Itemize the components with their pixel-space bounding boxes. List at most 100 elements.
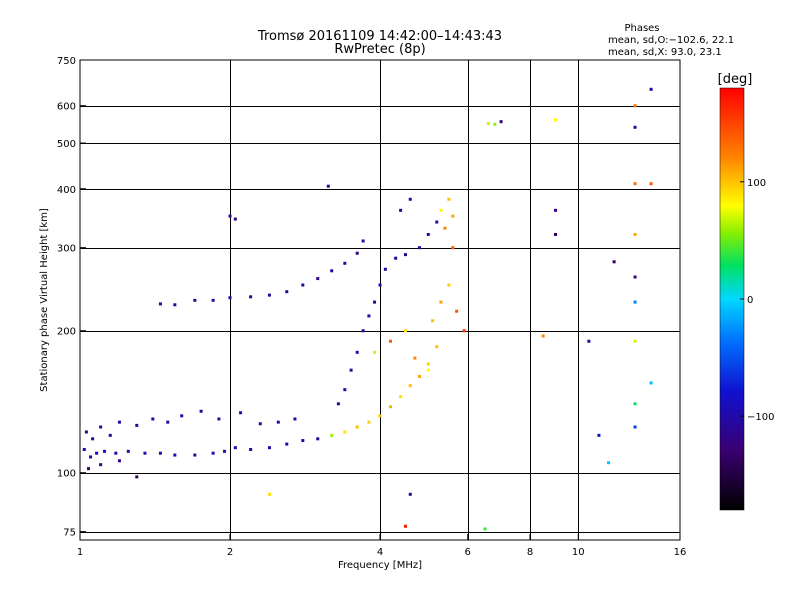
data-point [408,197,412,201]
x-tick-label: 6 [465,547,471,558]
data-points [82,87,653,531]
data-point [91,437,95,441]
data-point [587,339,591,343]
data-point [316,277,320,281]
data-point [180,414,184,418]
data-point [403,253,407,257]
grid-lines [80,60,680,540]
y-tick-label: 300 [57,244,76,255]
data-point [211,298,215,302]
data-point [403,524,407,528]
data-point [649,87,653,91]
data-point [135,423,139,427]
data-point [417,374,421,378]
data-point [447,197,451,201]
data-point [431,319,435,323]
data-point [367,314,371,318]
y-axis-label: Stationary phase Virtual Height [km] [39,208,50,392]
data-point [239,411,243,415]
data-point [343,430,347,434]
data-point [486,122,490,126]
data-point [285,442,289,446]
data-point [553,118,557,122]
data-point [151,417,155,421]
data-point [361,239,365,243]
data-point [633,339,637,343]
x-tick-label: 10 [572,547,585,558]
data-point [117,420,121,424]
data-point [553,232,557,236]
x-axis-label: Frequency [MHz] [338,560,422,571]
data-point [267,492,271,496]
data-point [633,104,637,108]
data-point [394,256,398,260]
data-point [330,269,334,273]
data-point [86,467,90,471]
data-point [135,475,139,479]
x-tick-label: 2 [227,547,233,558]
data-point [633,275,637,279]
data-point [193,453,197,457]
x-tick-label: 1 [77,547,83,558]
data-point [82,447,86,451]
y-tick-label: 750 [57,56,76,67]
data-point [89,455,93,459]
data-point [217,417,221,421]
data-point [378,283,382,287]
phases-label: Phases [624,23,659,34]
data-point [426,362,430,366]
data-point [103,449,107,453]
data-point [249,295,253,299]
data-point [435,220,439,224]
data-point [117,459,121,463]
data-point [455,309,459,313]
data-point [541,334,545,338]
data-point [355,251,359,255]
colorbar-tick-label: 100 [747,178,766,189]
y-tick-label: 100 [57,469,76,480]
data-point [389,339,393,343]
data-point [367,420,371,424]
x-axis-ticks: 1 2 4 6 8 10 16 [77,534,687,558]
data-point [451,214,455,218]
data-point [443,226,447,230]
data-point [173,453,177,457]
data-point [285,290,289,294]
x-tick-label: 16 [674,547,687,558]
data-point [403,329,407,333]
data-point [126,449,130,453]
data-point [233,446,237,450]
x-tick-label: 4 [377,547,383,558]
y-axis-ticks: 750 600 500 400 300 200 100 75 [57,56,86,539]
data-point [633,402,637,406]
data-point [408,384,412,388]
data-point [373,350,377,354]
data-point [95,451,99,455]
data-point [389,405,393,409]
data-point [114,451,118,455]
data-point [343,388,347,392]
data-point [211,451,215,455]
data-point [267,446,271,450]
y-tick-label: 75 [63,528,76,539]
x-tick-label: 8 [527,547,533,558]
data-point [447,283,451,287]
data-point [158,451,162,455]
data-point [439,208,443,212]
data-point [316,437,320,441]
data-point [413,356,417,360]
data-point [408,492,412,496]
data-point [301,283,305,287]
data-point [199,409,203,413]
data-point [158,302,162,306]
data-point [451,246,455,250]
data-point [276,420,280,424]
data-point [493,122,497,126]
data-point [399,208,403,212]
data-point [233,217,237,221]
data-point [597,433,601,437]
stats-x-mode: mean, sd,X: 93.0, 23.1 [608,47,722,58]
data-point [633,182,637,186]
data-point [84,430,88,434]
y-tick-label: 200 [57,327,76,338]
